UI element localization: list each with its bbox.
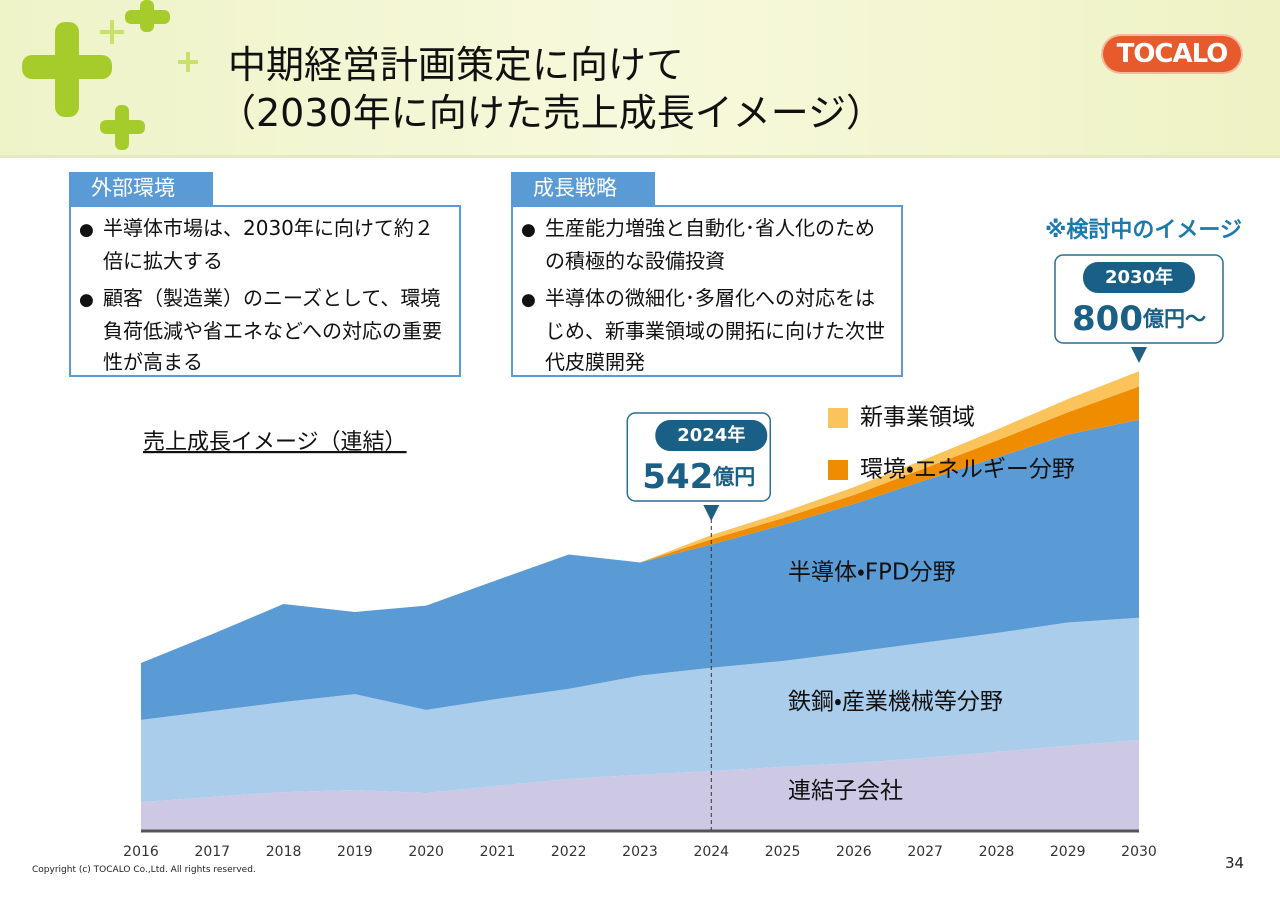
copyright: Copyright (c) TOCALO Co.,Ltd. All rights… [32,865,256,875]
bullet-item: 半導体市場は、2030年に向けて約２倍に拡大する [79,213,451,277]
callout-value: 542億円 [642,457,755,497]
x-tick-label: 2020 [408,844,444,860]
x-tick-label: 2026 [836,844,872,860]
x-tick-label: 2017 [194,844,230,860]
callout: 2030年 800億円～ [1054,254,1224,363]
area [141,739,1139,830]
logo: TOCALO [1103,36,1241,72]
chart-title: 売上成長イメージ（連結） [143,430,407,455]
bullet-item: 顧客（製造業）のニーズとして、環境負荷低減や省エネなどへの対応の重要性が高まる [79,283,451,378]
x-tick-label: 2018 [266,844,302,860]
callout-unit: 億円 [712,465,755,489]
bullet-item: 生産能力増強と自動化･省人化のための積極的な設備投資 [521,213,893,277]
x-tick-label: 2027 [907,844,943,860]
header: 中期経営計画策定に向けて （2030年に向けた売上成長イメージ） TOCALO [0,0,1280,158]
callout: 2024年 542億円 [626,412,772,830]
callout-number: 800 [1072,299,1143,339]
callout-pill [1083,262,1195,293]
legend-label: 環境・エネルギー分野 [860,457,1075,483]
panel: 生産能力増強と自動化･省人化のための積極的な設備投資半導体の微細化･多層化への対… [511,205,903,377]
callout-pointer [703,505,720,521]
x-tick-label: 2016 [123,844,159,860]
callout-value: 800億円～ [1072,299,1206,339]
area [141,617,1139,803]
decoration [22,0,198,150]
x-tick-label: 2030 [1121,844,1157,860]
title-line: （2030年に向けた売上成長イメージ） [218,91,884,135]
area [640,371,1139,563]
area-label: 半導体・FPD分野 [788,559,956,585]
chart-note: ※検討中のイメージ [1045,218,1242,243]
x-tick-label: 2021 [480,844,516,860]
callout-number: 542 [642,457,713,497]
legend-swatch [828,460,848,480]
x-tick-label: 2022 [551,844,587,860]
panel-tab: 成長戦略 [511,172,655,205]
callout-unit: 億円～ [1142,307,1206,331]
callout-label: 2030年 [1105,266,1173,288]
area [141,419,1139,720]
x-tick-label: 2028 [979,844,1015,860]
callout-pointer [1131,347,1147,363]
area-label: 鉄鋼・産業機械等分野 [788,689,1003,715]
bullet-item: 半導体の微細化･多層化への対応をはじめ、新事業領域の開拓に向けた次世代皮膜開発 [521,283,893,378]
panel: 半導体市場は、2030年に向けて約２倍に拡大する顧客（製造業）のニーズとして、環… [69,205,461,377]
x-tick-label: 2023 [622,844,658,860]
area-label: 連結子会社 [788,778,903,804]
legend-swatch [828,408,848,428]
title-line: 中期経営計画策定に向けて [228,43,685,87]
legend-label: 新事業領域 [860,405,975,431]
x-tick-label: 2024 [693,844,729,860]
callout-label: 2024年 [677,424,745,446]
x-tick-label: 2029 [1050,844,1086,860]
callout-pill [655,420,768,451]
x-tick-label: 2025 [765,844,801,860]
x-tick-label: 2019 [337,844,373,860]
panel-tab: 外部環境 [69,172,213,205]
page-number: 34 [1225,854,1245,872]
